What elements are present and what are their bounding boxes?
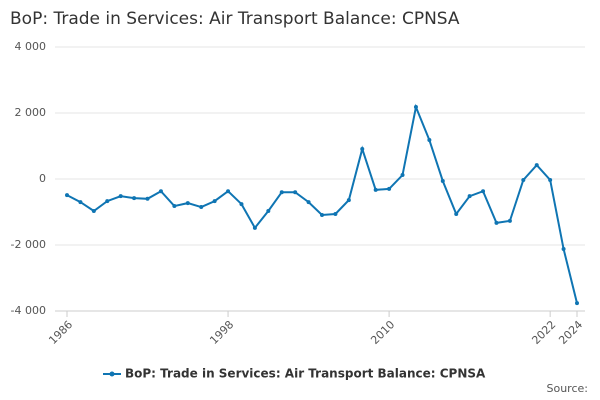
data-point (185, 201, 190, 206)
data-point (172, 204, 177, 209)
data-point (454, 211, 459, 216)
y-tick-label: 2 000 (15, 106, 47, 119)
legend-label: BoP: Trade in Services: Air Transport Ba… (125, 367, 486, 381)
data-point (132, 196, 137, 201)
y-tick-label: 4 000 (15, 40, 47, 53)
data-point (373, 187, 378, 192)
legend-marker (109, 371, 115, 377)
data-point (387, 186, 392, 191)
data-point (427, 138, 432, 143)
data-point (293, 190, 298, 195)
data-point (521, 177, 526, 182)
data-point (306, 200, 311, 205)
data-point (333, 211, 338, 216)
y-tick-label: -2 000 (11, 238, 46, 251)
data-point (145, 196, 150, 201)
data-point (91, 209, 96, 214)
data-point (400, 173, 405, 178)
data-point (507, 218, 512, 223)
data-point (199, 205, 204, 210)
data-point (320, 212, 324, 217)
source: Source: (547, 382, 589, 395)
x-tick-label: 2010 (368, 318, 397, 347)
data-point (346, 198, 351, 203)
data-point (118, 194, 123, 199)
x-tick-label: 1998 (207, 318, 236, 347)
data-point (226, 189, 231, 194)
chart-title: BoP: Trade in Services: Air Transport Ba… (10, 9, 460, 29)
series-line (66, 103, 578, 304)
data-point (481, 189, 486, 194)
data-point (494, 220, 499, 225)
data-point (266, 209, 271, 214)
data-point (65, 193, 69, 198)
data-point (279, 190, 284, 195)
data-point (548, 177, 553, 182)
x-tick-label: 1986 (46, 318, 75, 347)
data-point (413, 105, 418, 110)
y-tick-label: -4 000 (11, 304, 46, 317)
x-tick-label: 2024 (556, 318, 585, 347)
y-tick-label: 0 (39, 172, 46, 185)
data-point (158, 189, 163, 194)
data-point (561, 246, 566, 251)
data-point (78, 200, 83, 205)
data-point (360, 146, 365, 151)
x-tick-label: 2022 (529, 318, 558, 347)
data-point (440, 178, 445, 183)
data-point (534, 163, 539, 168)
data-point (212, 199, 217, 204)
data-point (105, 199, 110, 204)
data-point (252, 225, 257, 230)
data-point (467, 194, 472, 199)
data-point (239, 202, 244, 207)
data-point (575, 301, 579, 306)
